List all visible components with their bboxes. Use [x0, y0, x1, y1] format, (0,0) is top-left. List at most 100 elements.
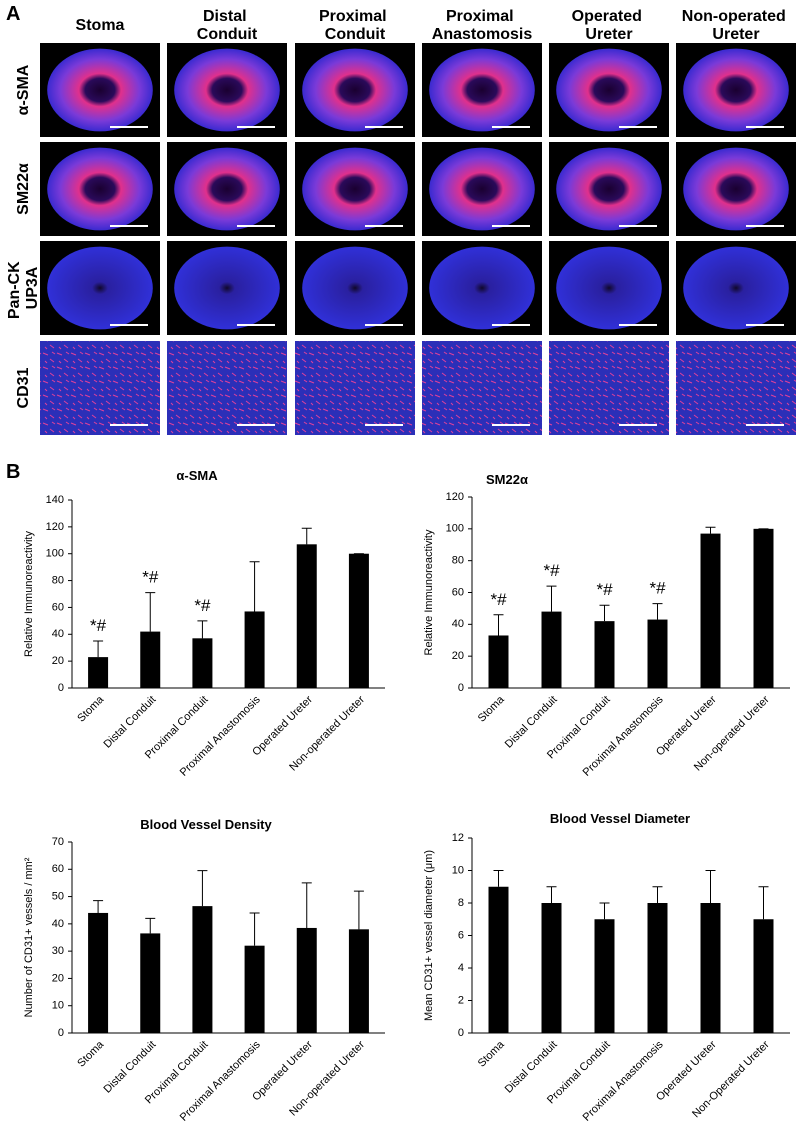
chart-title: SM22α	[486, 472, 528, 487]
error-bar	[353, 890, 364, 930]
bar	[647, 619, 668, 688]
significance-mark: *#	[490, 590, 507, 609]
tissue-section	[556, 48, 662, 132]
error-bar	[301, 527, 312, 545]
y-tick-label: 20	[52, 972, 64, 984]
tissue-section	[429, 48, 535, 132]
bar	[647, 903, 668, 1033]
y-tick-label: 140	[46, 494, 64, 506]
bar	[88, 657, 109, 688]
error-bar	[493, 870, 504, 887]
error-bar	[145, 592, 156, 632]
y-tick-label: 60	[52, 863, 64, 875]
y-tick-label: 100	[446, 523, 464, 535]
bar	[244, 611, 265, 688]
tissue-section	[174, 48, 280, 132]
micrograph	[40, 341, 160, 435]
y-tick-label: 12	[452, 832, 464, 844]
micrograph	[167, 341, 287, 435]
column-header: Non-operated Ureter	[682, 8, 790, 43]
bar	[296, 927, 317, 1033]
bar	[488, 886, 509, 1033]
bar	[594, 621, 615, 688]
tissue-section	[683, 48, 789, 132]
tissue-section	[47, 147, 153, 231]
bar	[753, 528, 774, 688]
tissue-section	[302, 147, 408, 231]
y-tick-label: 0	[458, 1027, 464, 1039]
y-tick-label: 0	[458, 682, 464, 694]
y-tick-label: 40	[52, 628, 64, 640]
column-header: Stoma	[76, 17, 125, 34]
y-axis-label: Number of CD31+ vessels / mm²	[23, 857, 35, 1017]
column-header: Operated Ureter	[572, 8, 647, 43]
tissue-section	[556, 147, 662, 231]
tissue-section	[429, 147, 535, 231]
error-bar	[546, 886, 557, 903]
error-bar	[301, 882, 312, 928]
bar	[140, 933, 161, 1033]
panel-label: B	[6, 461, 20, 483]
significance-mark: *#	[596, 580, 613, 599]
tissue-section	[174, 246, 280, 330]
y-tick-label: 50	[52, 890, 64, 902]
significance-mark: *#	[90, 616, 107, 635]
tissue-section	[556, 246, 662, 330]
tissue-section	[47, 246, 153, 330]
y-tick-label: 100	[46, 548, 64, 560]
y-tick-label: 4	[458, 962, 464, 974]
bar	[594, 919, 615, 1033]
y-tick-label: 10	[52, 1000, 64, 1012]
micrograph	[422, 341, 542, 435]
bar	[140, 631, 161, 688]
bar	[296, 544, 317, 688]
y-tick-label: 60	[452, 586, 464, 598]
row-label: CD31	[15, 367, 32, 408]
bar	[348, 929, 369, 1033]
error-bar	[249, 912, 260, 946]
y-axis-label: Relative Immunoreactivity	[23, 531, 35, 657]
tissue-section	[429, 246, 535, 330]
y-tick-label: 80	[52, 574, 64, 586]
bar	[541, 611, 562, 688]
significance-mark: *#	[649, 579, 666, 598]
bar	[192, 906, 213, 1033]
column-header: Proximal Conduit	[319, 8, 391, 43]
x-tick-label: Stoma	[476, 1038, 508, 1070]
panel-label: A	[6, 3, 20, 25]
bar	[348, 553, 369, 688]
x-tick-label: Stoma	[75, 693, 107, 725]
error-bar	[145, 917, 156, 934]
x-tick-label: Distal Conduit	[503, 1039, 560, 1096]
error-bar	[599, 604, 610, 622]
row-label: Pan-CK UP3A	[6, 257, 41, 319]
column-header: Proximal Anastomosis	[432, 8, 533, 43]
y-tick-label: 60	[52, 601, 64, 613]
micrograph	[549, 341, 669, 435]
y-tick-label: 0	[58, 1027, 64, 1039]
y-tick-label: 10	[452, 864, 464, 876]
row-label: α-SMA	[15, 64, 32, 115]
y-tick-label: 8	[458, 897, 464, 909]
y-tick-label: 120	[46, 521, 64, 533]
chart-title: α-SMA	[176, 468, 218, 483]
y-tick-label: 70	[52, 836, 64, 848]
y-tick-label: 0	[58, 682, 64, 694]
bar	[88, 912, 109, 1033]
bar	[244, 945, 265, 1033]
bar	[700, 903, 721, 1033]
x-tick-label: Distal Conduit	[102, 694, 159, 751]
micrograph	[295, 341, 415, 435]
bar	[700, 533, 721, 688]
error-bar	[758, 886, 769, 920]
tissue-section	[47, 48, 153, 132]
y-tick-label: 6	[458, 929, 464, 941]
bar	[488, 635, 509, 688]
y-axis-label: Relative Immunoreactivity	[423, 529, 435, 655]
chart-title: Blood Vessel Diameter	[550, 811, 690, 826]
error-bar	[93, 640, 104, 658]
error-bar	[652, 886, 663, 903]
error-bar	[546, 585, 557, 612]
error-bar	[599, 902, 610, 920]
